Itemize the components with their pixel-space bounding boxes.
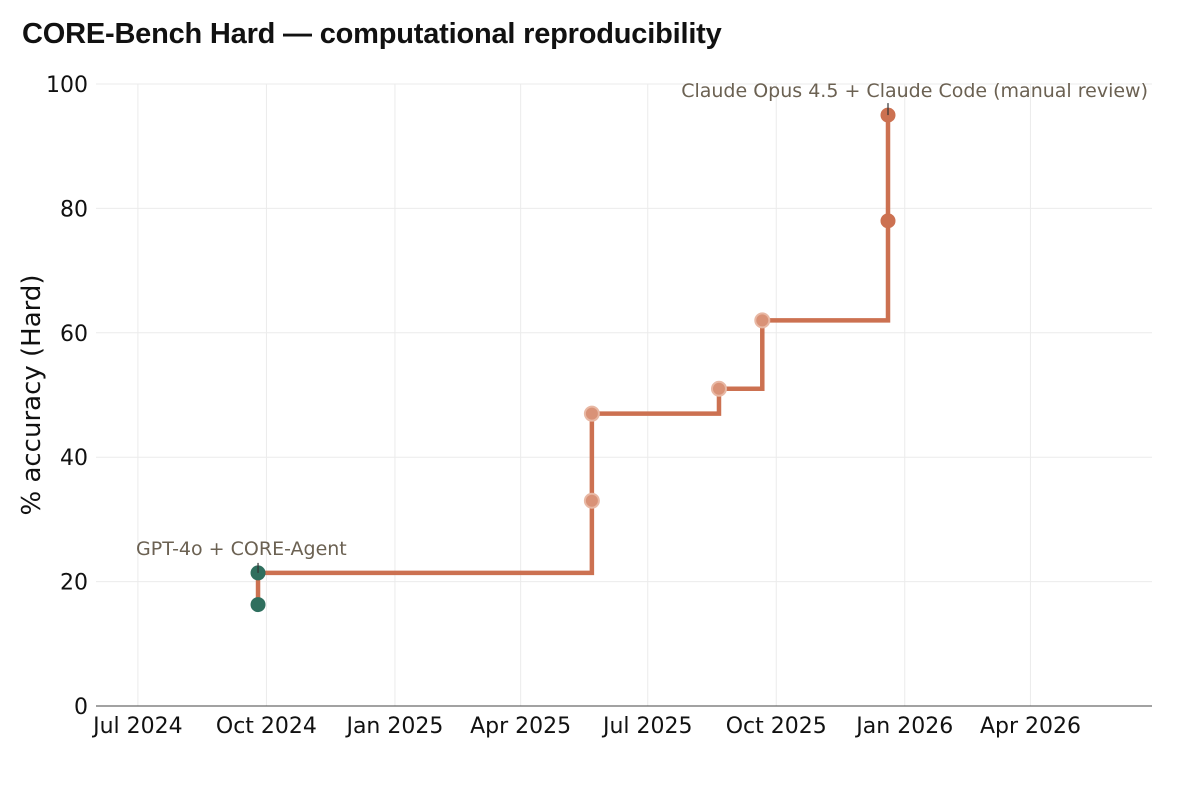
data-point <box>583 405 600 422</box>
axes: 0 20 40 60 80 100 Jul 2024 Oct 2024 Jan 2025 Apr … <box>17 73 1152 739</box>
x-tick-label: Jul 2024 <box>91 714 183 739</box>
annotation-label: Claude Opus 4.5 + Claude Code (manual re… <box>681 80 1148 102</box>
y-tick-label: 0 <box>74 695 88 720</box>
y-axis-title: % accuracy (Hard) <box>17 274 47 515</box>
x-tick-label: Jan 2025 <box>344 714 443 739</box>
series-line <box>255 115 891 605</box>
x-tick-label: Oct 2025 <box>726 714 827 739</box>
x-tick-label: Jul 2025 <box>601 714 693 739</box>
data-points <box>250 107 896 613</box>
y-tick-label: 60 <box>60 322 88 347</box>
x-tick-label: Apr 2026 <box>980 714 1081 739</box>
data-point <box>710 380 727 397</box>
data-point <box>250 597 266 613</box>
data-point <box>880 213 896 229</box>
data-point <box>583 492 600 509</box>
grid-lines <box>96 83 1152 706</box>
data-point <box>754 312 771 329</box>
annotations: GPT-4o + CORE-Agent Claude Opus 4.5 + Cla… <box>136 80 1148 573</box>
annotation-label: GPT-4o + CORE-Agent <box>136 538 347 560</box>
y-tick-label: 100 <box>46 73 88 98</box>
x-tick-label: Apr 2025 <box>470 714 571 739</box>
series-line-group <box>255 115 891 605</box>
y-tick-label: 80 <box>60 197 88 222</box>
chart-title: CORE-Bench Hard — computational reproduc… <box>22 18 722 50</box>
y-tick-label: 40 <box>60 446 88 471</box>
x-tick-label: Oct 2024 <box>216 714 317 739</box>
y-tick-label: 20 <box>60 571 88 596</box>
x-tick-label: Jan 2026 <box>854 714 953 739</box>
